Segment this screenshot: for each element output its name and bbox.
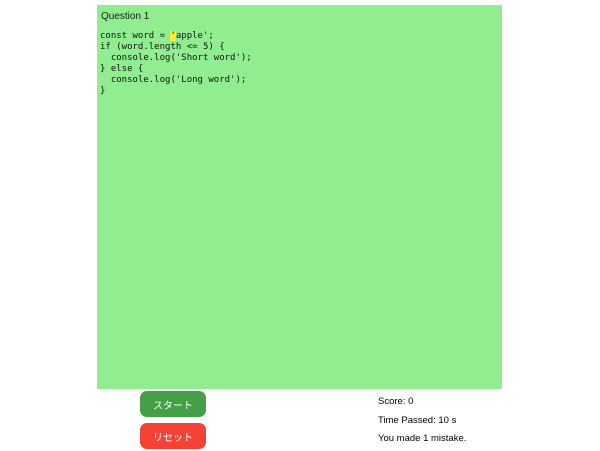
question-panel: Question 1 const word = 'apple'; if (wor…: [97, 5, 502, 389]
reset-button[interactable]: リセット: [140, 423, 206, 449]
time-passed-text: Time Passed: 10 s: [378, 414, 457, 426]
code-text-before: const word =: [100, 31, 171, 41]
mistakes-text: You made 1 mistake.: [378, 433, 467, 444]
code-block: const word = 'apple'; if (word.length <=…: [100, 31, 498, 97]
code-current-char-highlight: ': [170, 31, 176, 41]
stats-panel: Score: 0 Time Passed: 10 s You made 1 mi…: [378, 397, 466, 451]
score-text: Score: 0: [378, 396, 414, 407]
code-text-after: apple'; if (word.length <= 5) { console.…: [100, 31, 252, 96]
question-title: Question 1: [101, 11, 150, 22]
start-button[interactable]: スタート: [140, 391, 206, 417]
